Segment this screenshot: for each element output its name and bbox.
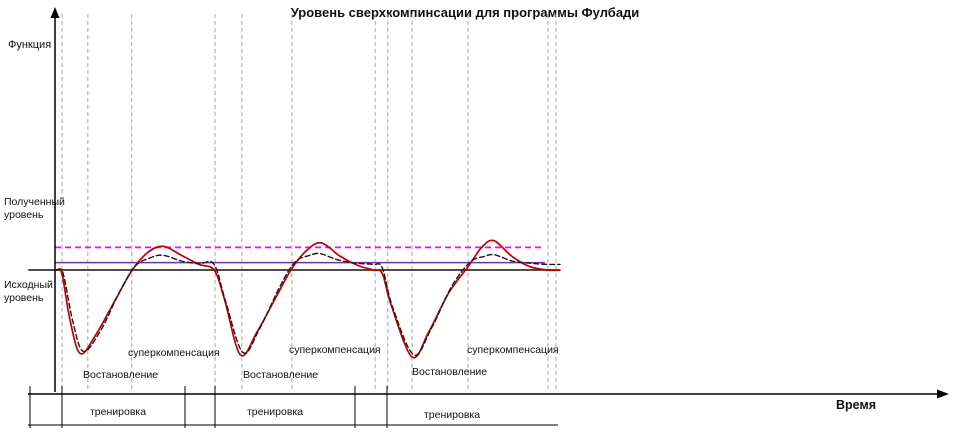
y-axis-arrow (50, 7, 60, 18)
x-axis-arrow (937, 389, 949, 399)
chart-title: Уровень сверхкомпинсации для программы Ф… (290, 5, 640, 20)
initial-level-label: Исходный уровень (4, 279, 53, 304)
y-axis-label: Функция (8, 39, 52, 51)
obtained-level-label: Полученный уровень (4, 196, 65, 221)
black-dashed-curve (55, 252, 561, 356)
x-axis-label: Время (836, 398, 876, 412)
red-solid-curve (55, 239, 561, 359)
